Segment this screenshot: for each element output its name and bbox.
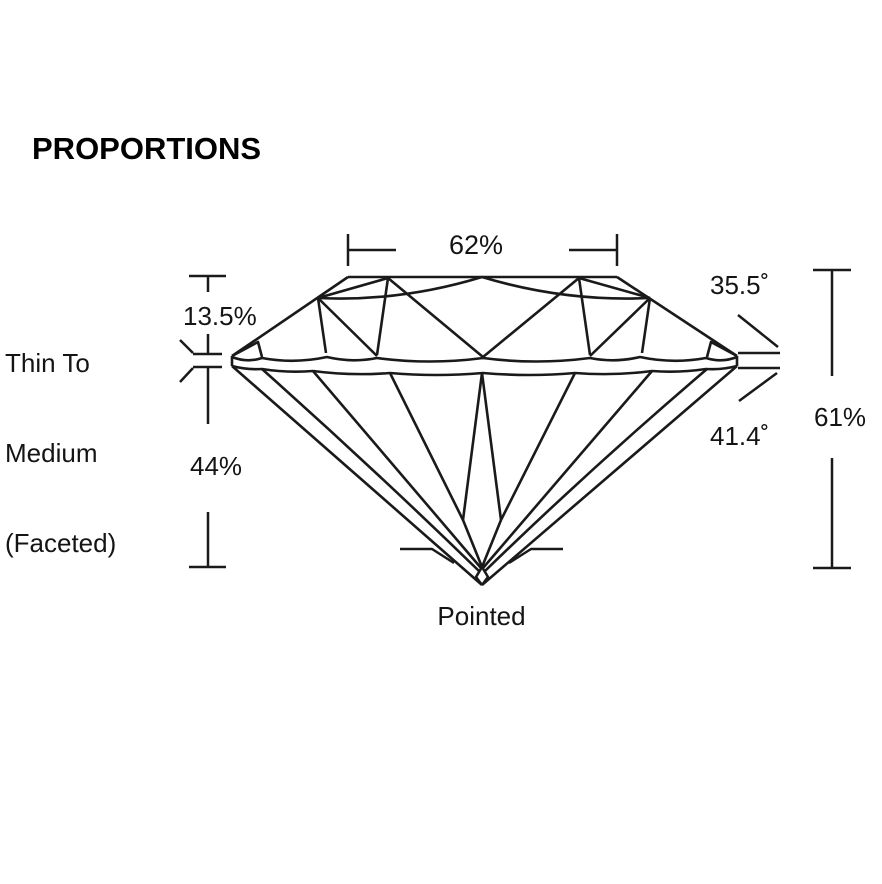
culet-indicator — [400, 547, 563, 565]
crown-angle-indicator — [737, 314, 780, 355]
bezel-diagonal-left — [317, 297, 378, 357]
girdle-bracket-lower-diagonal — [179, 367, 194, 383]
girdle-lower-edge — [231, 364, 738, 377]
girdle-thickness-label-line3: (Faceted) — [5, 528, 117, 558]
girdle-thickness-label-line2: Medium — [5, 438, 98, 468]
apex-vertical-left — [375, 277, 390, 356]
apex-vertical-right — [577, 277, 592, 356]
star-facet-left — [317, 276, 389, 300]
center-facet-curve-left — [317, 275, 483, 300]
crown-height-label: 13.5% — [183, 301, 257, 331]
pavilion-main-right — [480, 372, 577, 568]
pavilion-depth-label: 44% — [190, 451, 243, 481]
apex-diagonal-right — [482, 276, 580, 359]
total-depth-dimension — [813, 268, 851, 570]
pavilion-depth-dimension — [189, 367, 226, 569]
bezel-diagonal-right — [589, 297, 651, 357]
crown-slope-right — [616, 275, 738, 358]
girdle-thickness-bracket — [179, 339, 222, 383]
star-facet-right — [578, 276, 651, 300]
pavilion-facets — [231, 365, 738, 586]
girdle-upper-edge — [231, 355, 738, 363]
bezel-edge-left-vertical — [316, 297, 328, 354]
culet-kite-left — [474, 566, 484, 586]
pavilion-diagonal-right — [482, 370, 653, 569]
tip-facet-right — [705, 340, 738, 358]
pavilion-diagonal-left — [312, 370, 482, 569]
total-depth-label: 61% — [814, 402, 867, 432]
girdle-band — [230, 355, 739, 377]
crown-slope-left — [231, 275, 349, 358]
girdle-bracket-upper-diagonal — [179, 339, 194, 354]
table-width-label: 62% — [448, 230, 504, 260]
pavilion-angle-diagonal — [738, 371, 778, 403]
girdle-thickness-label-line1: Thin To — [5, 348, 90, 378]
pavilion-angle-label: 41.4˚ — [710, 421, 770, 451]
pavilion-sliver-right — [480, 372, 503, 521]
lower-girdle-lens-right — [484, 368, 708, 572]
table-width-dimension — [346, 234, 619, 266]
pavilion-slope-left — [231, 365, 483, 586]
apex-diagonal-left — [387, 277, 484, 358]
tip-facet-left — [231, 340, 264, 358]
page-title: PROPORTIONS — [32, 131, 262, 166]
pavilion-angle-indicator — [738, 366, 780, 403]
crown-angle-diagonal — [737, 314, 779, 348]
crown-facets — [231, 275, 738, 359]
crown-height-dimension — [189, 274, 226, 356]
girdle-thickness-label: Thin To Medium (Faceted) — [5, 288, 116, 618]
culet-mark-right — [508, 547, 563, 565]
culet-mark-left — [400, 547, 455, 565]
bezel-edge-right-vertical — [640, 297, 652, 354]
culet-kite-right — [480, 566, 490, 586]
culet-label: Pointed — [437, 601, 526, 631]
center-facet-curve-right — [481, 275, 651, 300]
lower-girdle-lens-left — [261, 368, 480, 572]
crown-angle-label: 35.5˚ — [710, 270, 770, 300]
pavilion-slope-right — [481, 365, 738, 586]
pavilion-sliver-left — [461, 372, 484, 521]
